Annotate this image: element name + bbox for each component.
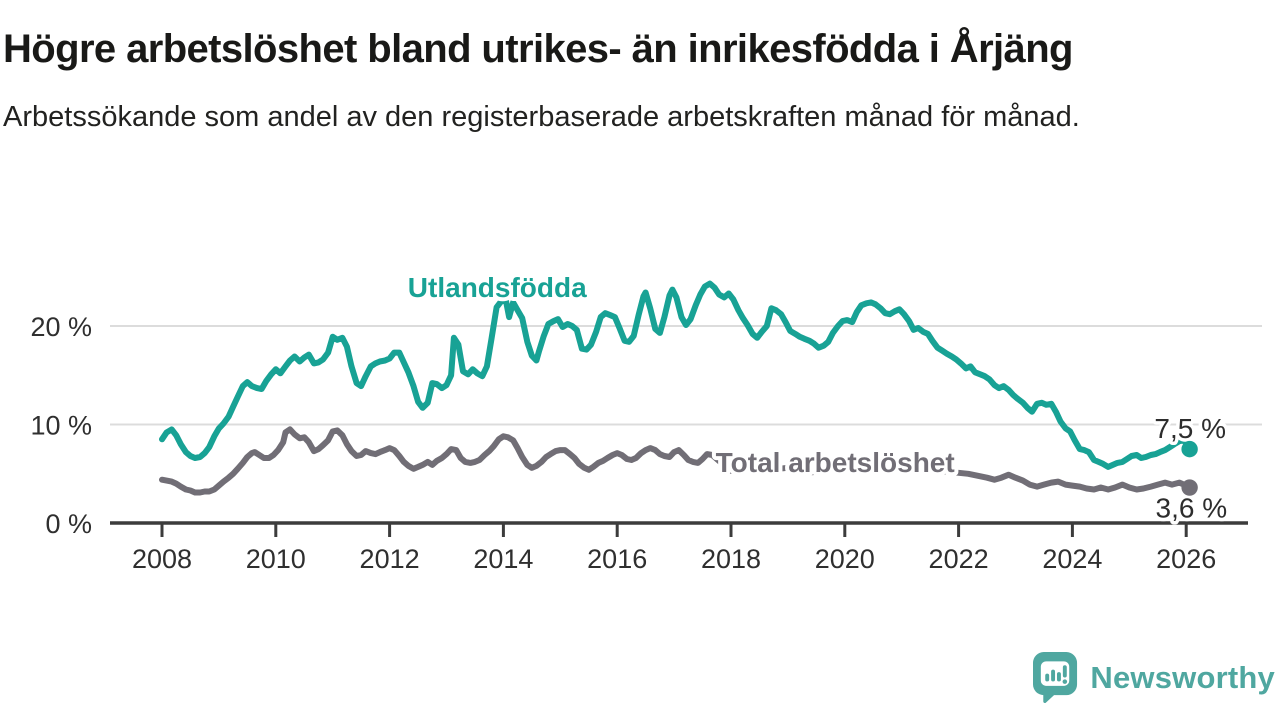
series-line-total-arbetsl-shet [159,426,1193,496]
end-dot-utlandsf-dda [1181,440,1198,458]
end-dot-total-arbetsl-shet [1181,479,1198,496]
x-tick-label-2012: 2012 [360,544,420,574]
x-tick-label-2020: 2020 [815,544,875,574]
newsworthy-logo-icon [1033,652,1078,704]
x-tick-label-2024: 2024 [1042,544,1102,574]
logo-exclamation-bar [1063,665,1068,678]
x-tick-label-2016: 2016 [587,544,647,574]
value-label-7-5-: 7,5 % [1154,413,1226,444]
y-tick-label-20: 20 % [30,312,92,342]
chart-header: Högre arbetslöshet bland utrikes- än inr… [3,26,1277,137]
page-title: Högre arbetslöshet bland utrikes- än inr… [3,27,1073,71]
chart-subtitle: Arbetssökande som andel av den registerb… [3,101,1080,133]
x-tick-label-2008: 2008 [132,544,192,574]
y-tick-label-10: 10 % [30,411,92,441]
x-tick-label-2010: 2010 [246,544,306,574]
newsworthy-logo-text: Newsworthy [1090,660,1275,695]
logo-bar-2 [1051,669,1056,682]
logo-bar-1 [1045,673,1050,682]
series-line-utlandsf-dda [159,280,1193,470]
logo-bar-3 [1057,672,1062,682]
newsworthy-logo: Newsworthy [1033,652,1275,704]
value-label-3-6-: 3,6 % [1156,493,1228,524]
x-tick-label-2022: 2022 [929,544,989,574]
x-tick-label-2014: 2014 [473,544,533,574]
series-label-total-arbetsl-shet: Total arbetslöshet [716,447,955,478]
y-tick-label-0: 0 % [45,509,92,539]
series-label-utlandsf-dda: Utlandsfödda [408,272,587,303]
x-tick-label-2026: 2026 [1156,544,1216,574]
x-tick-label-2018: 2018 [701,544,761,574]
logo-exclamation-dot [1062,679,1068,684]
